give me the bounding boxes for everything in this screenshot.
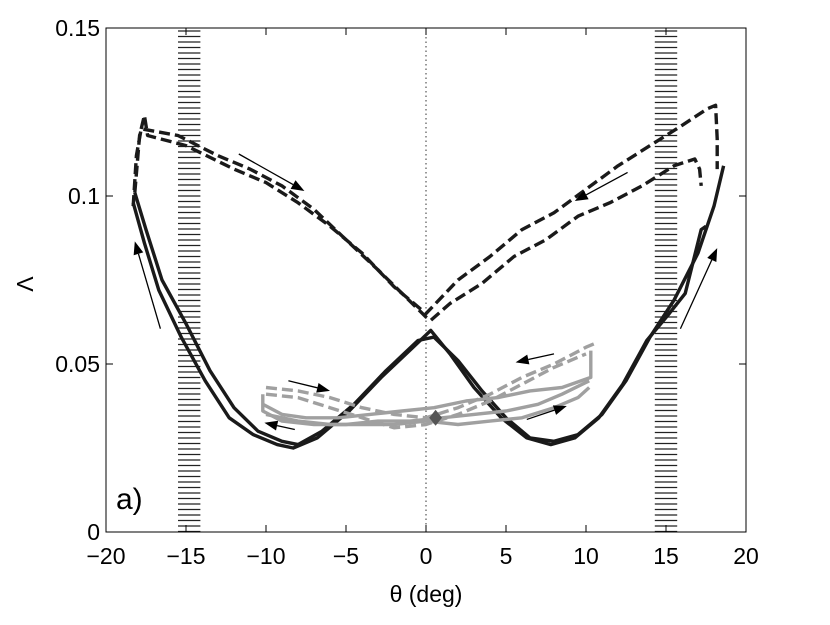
arrow-shaft — [679, 259, 713, 329]
arrow-right-upper — [679, 248, 718, 329]
arrow-shaft — [238, 153, 294, 186]
hatched-band-2 — [654, 30, 678, 533]
series-light-dashed-1 — [265, 342, 595, 420]
panel-label: a) — [116, 483, 143, 516]
arrow-head — [264, 420, 279, 431]
series-dark-dashed-1 — [133, 103, 719, 316]
arrow-light-right-top — [515, 353, 555, 365]
arrow-light-left-bottom — [264, 420, 295, 431]
hatched-bands — [178, 30, 678, 533]
arrow-head — [515, 354, 530, 365]
arrow-shaft — [526, 409, 555, 421]
hatched-band-1 — [178, 30, 201, 533]
diamond-marker — [429, 409, 442, 426]
x-tick-label: −10 — [246, 543, 285, 569]
arrow-head — [707, 248, 718, 262]
arrow-head — [552, 405, 567, 415]
arrow-head — [574, 190, 589, 202]
y-axis-label: Λ — [12, 276, 38, 292]
x-tick-label: 0 — [420, 543, 433, 569]
series-light-solid-1 — [262, 350, 593, 420]
arrow-head — [133, 241, 144, 256]
series-dark-solid-1 — [133, 165, 726, 447]
arrow-upper-right-down — [574, 171, 628, 202]
x-tick-label: 10 — [573, 543, 599, 569]
arrow-shaft — [528, 353, 555, 361]
series-light-dashed-2 — [265, 352, 587, 430]
axis-tick-labels: −20 −15 −10 −5 0 5 10 15 20 0 0.05 0.1 0.15 — [55, 15, 759, 569]
y-tick-label: 0.15 — [55, 15, 100, 41]
x-tick-label: 15 — [653, 543, 679, 569]
x-tick-label: 20 — [733, 543, 759, 569]
arrow-shaft — [585, 171, 628, 196]
diamond-marker-group — [429, 409, 442, 426]
arrow-light-right-bottom — [526, 405, 567, 421]
y-tick-label: 0 — [87, 519, 100, 545]
y-tick-label: 0.05 — [55, 351, 100, 377]
arrow-shaft — [276, 424, 295, 431]
x-tick-label: −5 — [333, 543, 359, 569]
x-tick-label: −15 — [166, 543, 205, 569]
x-tick-label: −20 — [86, 543, 125, 569]
y-tick-label: 0.1 — [68, 183, 100, 209]
arrow-left-upper — [133, 241, 162, 329]
arrow-shaft — [288, 380, 318, 389]
arrow-light-left-right — [288, 380, 330, 393]
x-axis-label: θ (deg) — [390, 581, 463, 607]
arrow-upper-left-down — [238, 153, 305, 191]
arrows-group — [133, 153, 718, 431]
arrow-head — [290, 180, 305, 191]
series-dark-dashed-2 — [131, 127, 703, 322]
arrow-shaft — [137, 253, 162, 329]
series-dark-solid-2 — [131, 202, 707, 450]
series-group — [131, 103, 726, 450]
x-tick-label: 5 — [500, 543, 513, 569]
arrow-head — [316, 382, 330, 393]
axis-ticks — [105, 27, 747, 533]
